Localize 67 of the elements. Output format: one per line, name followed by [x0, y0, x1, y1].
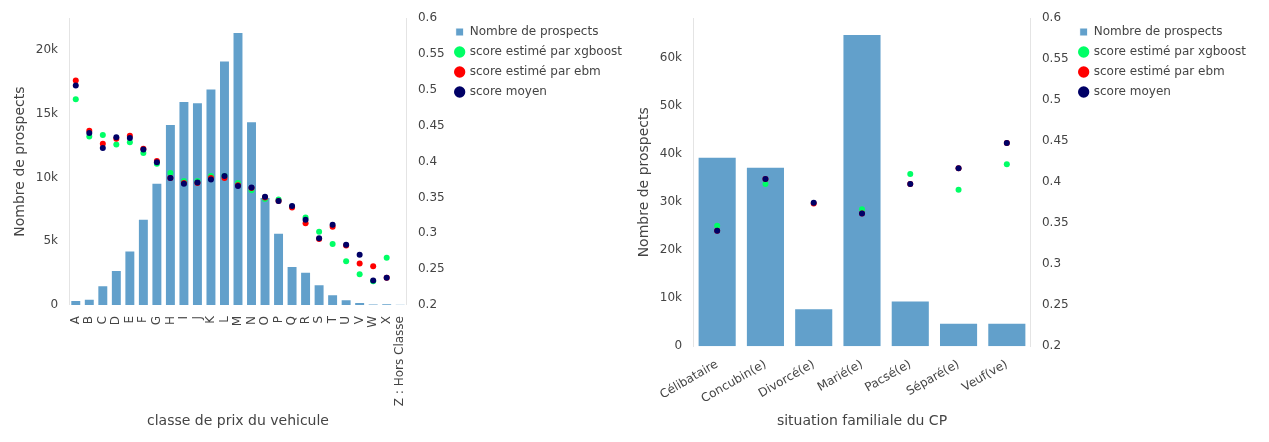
y-tick-label: 5k — [43, 233, 59, 248]
y-tick-label: 60k — [659, 49, 683, 64]
y2-tick-label: 0.45 — [1041, 133, 1069, 148]
x-tick-label: Z : Hors Classe — [392, 315, 407, 407]
legend-label: score estimé par xgboost — [469, 44, 623, 59]
legend-label: Nombre de prospects — [1093, 24, 1223, 39]
y2-tick-label: 0.4 — [1041, 174, 1062, 189]
x-tick-label: I — [176, 315, 191, 320]
y2-tick-label: 0.55 — [417, 46, 445, 61]
x-tick-label: F — [135, 315, 150, 323]
y2-tick-label: 0.3 — [1041, 256, 1062, 271]
x-tick-label: J — [189, 315, 204, 321]
y-tick-label: 30k — [659, 194, 683, 209]
legend-label: score estimé par ebm — [1093, 64, 1225, 79]
x-tick-label: C — [94, 315, 109, 325]
x-tick-label: L — [216, 315, 231, 323]
legend-label: score estimé par ebm — [469, 64, 601, 79]
y-tick-label: 50k — [659, 97, 683, 112]
x-tick-label: P — [270, 315, 285, 324]
y-tick-label: 10k — [659, 290, 683, 305]
y2-tick-label: 0.5 — [1041, 92, 1062, 107]
x-tick-label: Q — [284, 315, 299, 326]
y-tick-label: 15k — [35, 105, 59, 120]
legend-label: Nombre de prospects — [469, 24, 599, 39]
y2-tick-label: 0.3 — [417, 225, 438, 240]
y-axis-title: Nombre de prospects — [635, 107, 652, 258]
y2-tick-label: 0.35 — [417, 189, 445, 204]
x-tick-label: H — [162, 315, 177, 326]
y2-tick-label: 0.55 — [1041, 51, 1069, 66]
y2-tick-label: 0.5 — [417, 82, 438, 97]
y2-tick-label: 0.2 — [1041, 338, 1062, 353]
y2-tick-label: 0.45 — [417, 117, 445, 132]
y2-tick-label: 0.6 — [417, 10, 438, 25]
y2-tick-label: 0.6 — [1041, 10, 1062, 25]
x-tick-label: M — [230, 315, 245, 327]
y2-tick-label: 0.2 — [417, 297, 438, 312]
x-tick-label: O — [257, 315, 272, 326]
x-tick-label: A — [67, 315, 82, 325]
y-tick-label: 0 — [674, 338, 683, 353]
y-tick-label: 10k — [35, 169, 59, 184]
x-tick-label: K — [203, 314, 218, 324]
y-tick-label: 0 — [50, 297, 59, 312]
y-axis-title: Nombre de prospects — [11, 86, 28, 237]
x-tick-label: B — [81, 315, 96, 325]
y2-tick-label: 0.4 — [417, 153, 438, 168]
x-tick-label: U — [338, 315, 353, 325]
x-tick-label: W — [365, 315, 380, 328]
x-axis-title: situation familiale du CP — [776, 412, 948, 429]
legend-label: score moyen — [1093, 84, 1171, 99]
x-tick-label: N — [243, 315, 258, 325]
x-tick-label: E — [121, 315, 136, 324]
legend-label: score estimé par xgboost — [1093, 44, 1247, 59]
y2-tick-label: 0.25 — [417, 261, 445, 276]
y2-tick-label: 0.25 — [1041, 297, 1069, 312]
y-tick-label: 20k — [35, 42, 59, 57]
y2-tick-label: 0.35 — [1041, 215, 1069, 230]
y-tick-label: 40k — [659, 146, 683, 160]
x-tick-label: X — [378, 315, 393, 325]
x-tick-label: D — [108, 315, 123, 326]
x-tick-label: R — [297, 315, 312, 325]
x-tick-label: V — [351, 315, 366, 325]
x-axis-title: classe de prix du vehicule — [147, 412, 329, 429]
x-tick-label: S — [311, 315, 326, 324]
y-tick-label: 20k — [659, 242, 683, 257]
x-tick-label: T — [324, 315, 339, 325]
x-tick-label: G — [149, 315, 164, 326]
legend-label: score moyen — [469, 84, 547, 99]
